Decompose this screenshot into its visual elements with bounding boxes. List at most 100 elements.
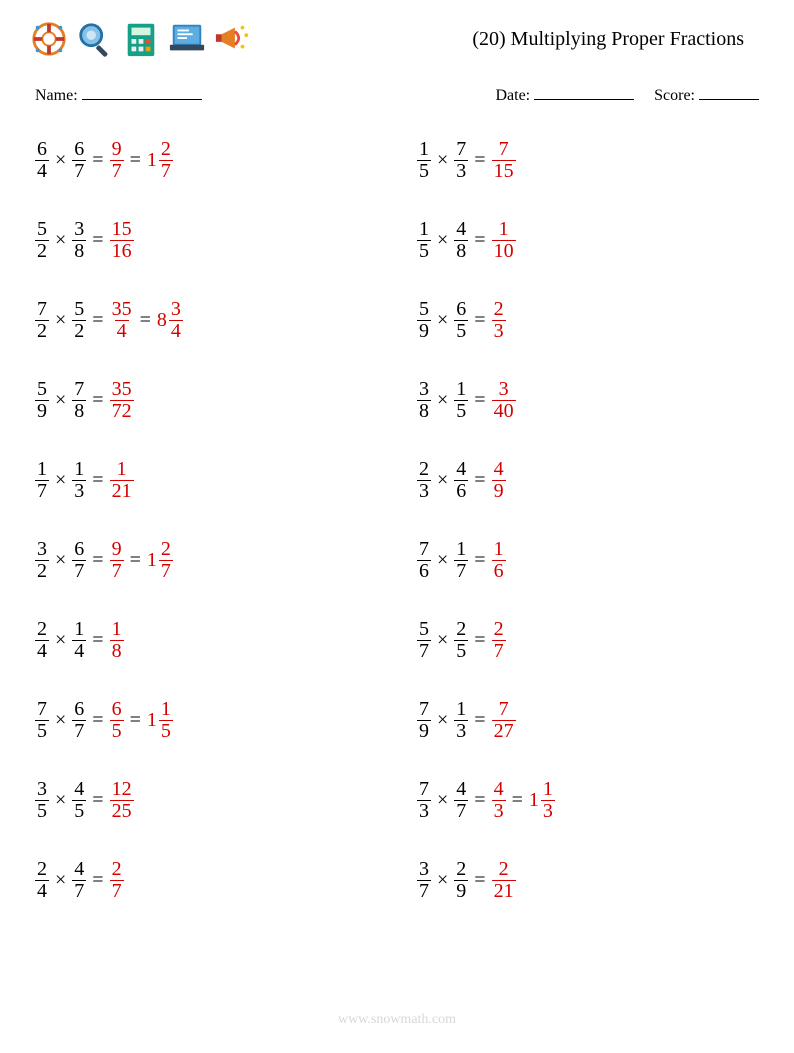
numerator: 4 [454, 219, 468, 240]
fraction: 48 [454, 219, 468, 262]
denominator: 4 [169, 320, 183, 342]
answer: 354 [110, 299, 134, 342]
multiply-op: × [55, 389, 66, 412]
numerator: 6 [454, 299, 468, 320]
fraction: 75 [35, 699, 49, 742]
equals: = [130, 709, 141, 732]
equals: = [92, 709, 103, 732]
fraction: 24 [35, 859, 49, 902]
denominator: 5 [159, 720, 173, 742]
fraction: 14 [72, 619, 86, 662]
numerator: 9 [110, 139, 124, 160]
fraction: 15 [159, 699, 173, 742]
denominator: 9 [417, 720, 431, 742]
denominator: 5 [417, 160, 431, 182]
denominator: 7 [159, 560, 173, 582]
equals: = [92, 149, 103, 172]
meta-row: Name: Date: Score: [30, 83, 764, 105]
numerator: 1 [541, 779, 555, 800]
fraction: 15 [417, 139, 431, 182]
denominator: 9 [454, 880, 468, 902]
multiply-op: × [437, 789, 448, 812]
numerator: 5 [417, 299, 431, 320]
fraction: 73 [417, 779, 431, 822]
denominator: 5 [72, 800, 86, 822]
answer: 121 [110, 459, 134, 502]
denominator: 5 [35, 720, 49, 742]
fraction: 67 [72, 139, 86, 182]
problem-row: 23×46=49 [417, 455, 759, 505]
problem-row: 52×38=1516 [35, 215, 377, 265]
denominator: 3 [492, 320, 506, 342]
equals: = [130, 549, 141, 572]
denominator: 21 [492, 880, 516, 902]
problem-row: 32×67=97=127 [35, 535, 377, 585]
worksheet-title: (20) Multiplying Proper Fractions [472, 28, 764, 51]
numerator: 2 [159, 139, 173, 160]
calculator-icon [122, 20, 160, 58]
denominator: 7 [454, 800, 468, 822]
numerator: 7 [454, 139, 468, 160]
score-blank[interactable] [699, 83, 759, 100]
denominator: 7 [72, 880, 86, 902]
worksheet-page: (20) Multiplying Proper Fractions Name: … [0, 0, 794, 955]
numerator: 35 [110, 379, 134, 400]
fraction: 65 [110, 699, 124, 742]
equals: = [474, 629, 485, 652]
multiply-op: × [55, 869, 66, 892]
numerator: 4 [72, 859, 86, 880]
numerator: 35 [110, 299, 134, 320]
multiply-op: × [437, 149, 448, 172]
multiply-op: × [55, 149, 66, 172]
denominator: 16 [110, 240, 134, 262]
fraction: 52 [35, 219, 49, 262]
fraction: 79 [417, 699, 431, 742]
numerator: 2 [492, 299, 506, 320]
fraction: 52 [72, 299, 86, 342]
fraction: 715 [492, 139, 516, 182]
equals: = [92, 309, 103, 332]
denominator: 3 [492, 800, 506, 822]
fraction: 67 [72, 699, 86, 742]
fraction: 65 [454, 299, 468, 342]
answer: 1225 [110, 779, 134, 822]
denominator: 3 [417, 800, 431, 822]
problems-grid: 64×67=97=12752×38=151672×52=354=83459×78… [30, 135, 764, 935]
fraction: 73 [454, 139, 468, 182]
fraction: 38 [417, 379, 431, 422]
numerator: 4 [72, 779, 86, 800]
fraction: 59 [417, 299, 431, 342]
denominator: 7 [417, 640, 431, 662]
score-field: Score: [654, 83, 759, 105]
denominator: 4 [115, 320, 129, 342]
fraction: 97 [110, 139, 124, 182]
mixed-number: 127 [147, 539, 173, 582]
date-blank[interactable] [534, 83, 634, 100]
denominator: 5 [417, 240, 431, 262]
fraction: 43 [492, 779, 506, 822]
denominator: 9 [492, 480, 506, 502]
numerator: 3 [497, 379, 511, 400]
numerator: 6 [72, 139, 86, 160]
fraction: 27 [159, 139, 173, 182]
whole-part: 1 [147, 709, 157, 732]
fraction: 15 [417, 219, 431, 262]
fraction: 17 [35, 459, 49, 502]
numerator: 1 [492, 539, 506, 560]
name-field: Name: [35, 83, 202, 105]
fraction: 1516 [110, 219, 134, 262]
problem-row: 57×25=27 [417, 615, 759, 665]
denominator: 3 [454, 160, 468, 182]
numerator: 5 [72, 299, 86, 320]
fraction: 15 [454, 379, 468, 422]
lifebuoy-icon [30, 20, 68, 58]
fraction: 45 [72, 779, 86, 822]
name-blank[interactable] [82, 83, 202, 100]
problem-row: 24×47=27 [35, 855, 377, 905]
fraction: 57 [417, 619, 431, 662]
whole-part: 8 [157, 309, 167, 332]
numerator: 5 [417, 619, 431, 640]
equals: = [92, 629, 103, 652]
problem-row: 76×17=16 [417, 535, 759, 585]
problem-row: 75×67=65=115 [35, 695, 377, 745]
